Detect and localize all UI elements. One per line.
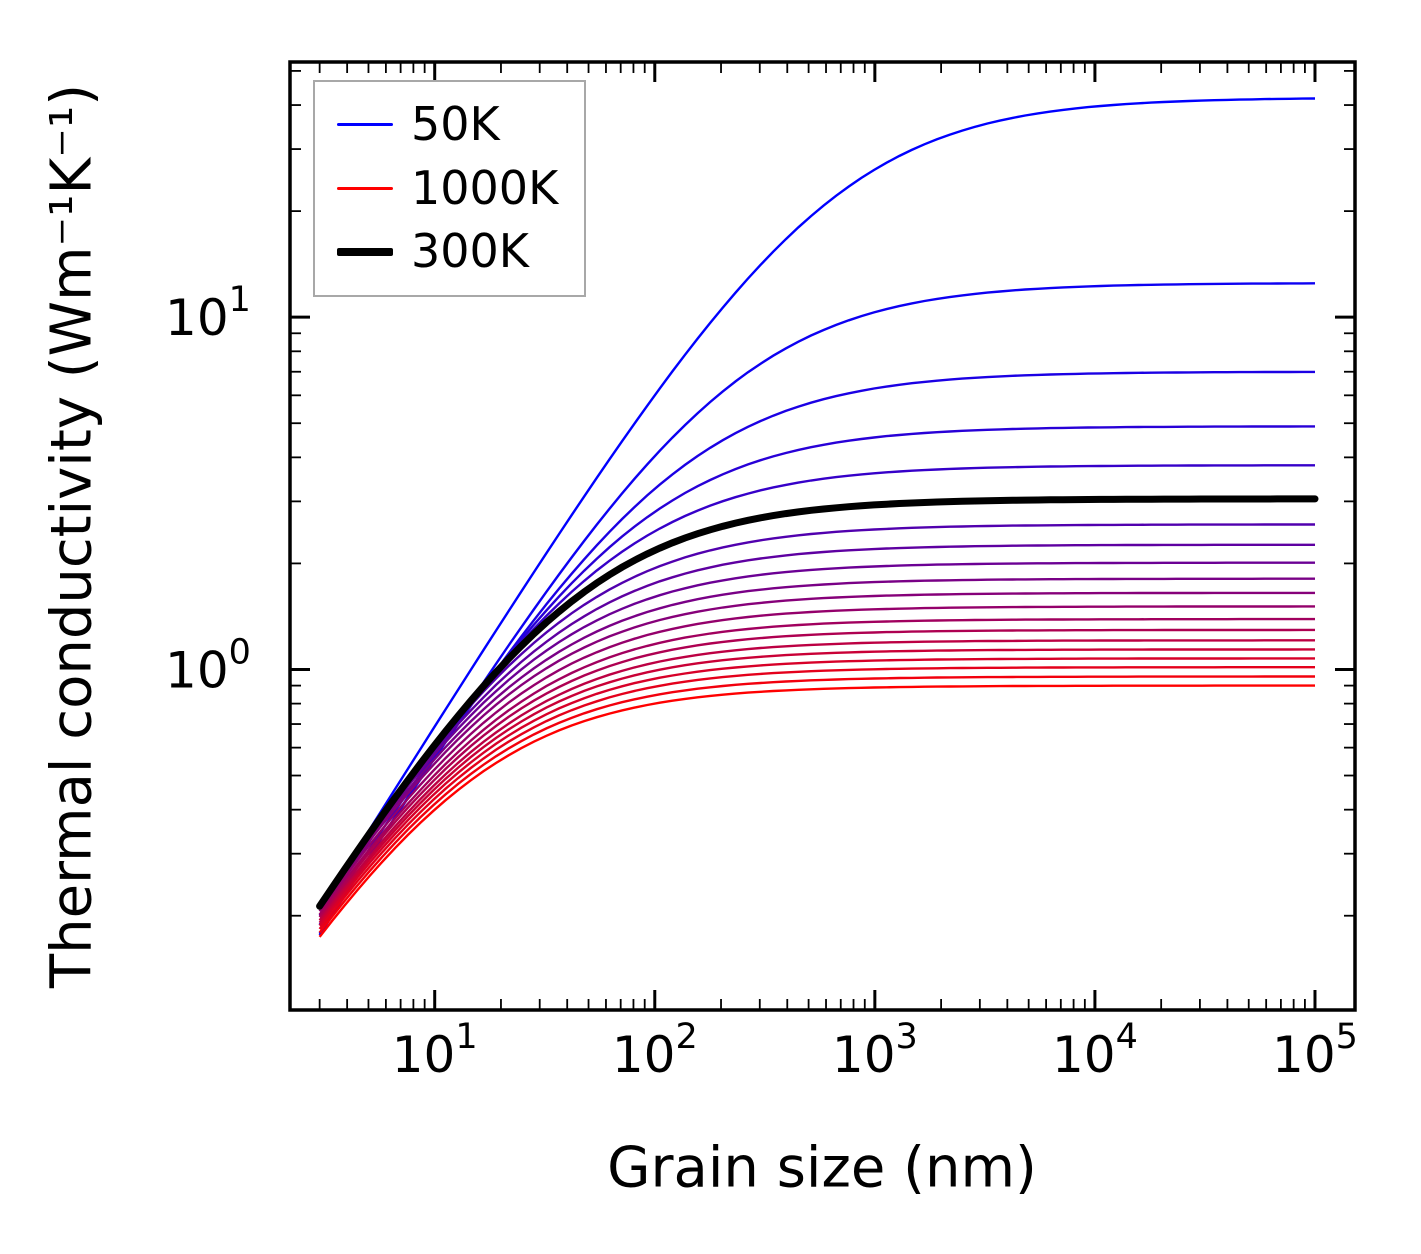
plot-border	[288, 60, 1357, 1012]
legend-label-50k: 50K	[411, 97, 500, 151]
curve-1000K	[318, 684, 1315, 938]
curves	[316, 97, 1319, 938]
curve-750K	[318, 639, 1315, 922]
legend-label-300k: 300K	[411, 224, 529, 278]
curve-highlight-300K	[316, 495, 1319, 910]
curve-500K	[318, 577, 1315, 907]
x-tick-label-1e4: 104	[1052, 1017, 1138, 1084]
legend-line-300k	[337, 247, 393, 256]
curve-700K	[318, 628, 1315, 918]
curve-50K	[318, 97, 1316, 910]
legend-line-50k	[337, 123, 393, 127]
axis-ticks	[290, 62, 1355, 1010]
curve-600K	[318, 605, 1315, 913]
curve-900K	[318, 666, 1315, 930]
axes-frame	[288, 60, 1357, 1012]
y-tick-label-1e0: 100	[165, 632, 251, 699]
curve-100K	[318, 282, 1316, 936]
y-axis-label: Thermal conductivity (Wm⁻¹K⁻¹)	[39, 83, 105, 989]
x-tick-label-1e2: 102	[612, 1017, 698, 1084]
legend-entry-300k: 300K	[337, 223, 558, 281]
x-tick-label-1e5: 105	[1272, 1017, 1358, 1084]
legend-entry-1000k: 1000K	[337, 160, 558, 218]
legend: 50K 1000K 300K	[313, 80, 587, 297]
legend-label-1000k: 1000K	[411, 160, 559, 215]
curve-950K	[318, 675, 1315, 934]
curve-350K	[318, 523, 1315, 906]
y-tick-label-1e1: 101	[165, 280, 251, 347]
legend-line-1000k	[337, 186, 393, 190]
curve-450K	[318, 561, 1315, 906]
x-tick-label-1e1: 101	[392, 1017, 478, 1084]
x-axis-label: Grain size (nm)	[607, 1135, 1037, 1201]
curve-850K	[318, 657, 1315, 927]
curve-650K	[318, 617, 1315, 916]
curve-400K	[318, 543, 1315, 906]
curve-550K	[318, 591, 1315, 909]
curve-800K	[318, 648, 1315, 924]
tick-labels: 101 102 103 104 105 100 101	[165, 280, 1358, 1084]
x-tick-label-1e3: 103	[832, 1017, 918, 1084]
legend-entry-50k: 50K	[337, 96, 558, 154]
